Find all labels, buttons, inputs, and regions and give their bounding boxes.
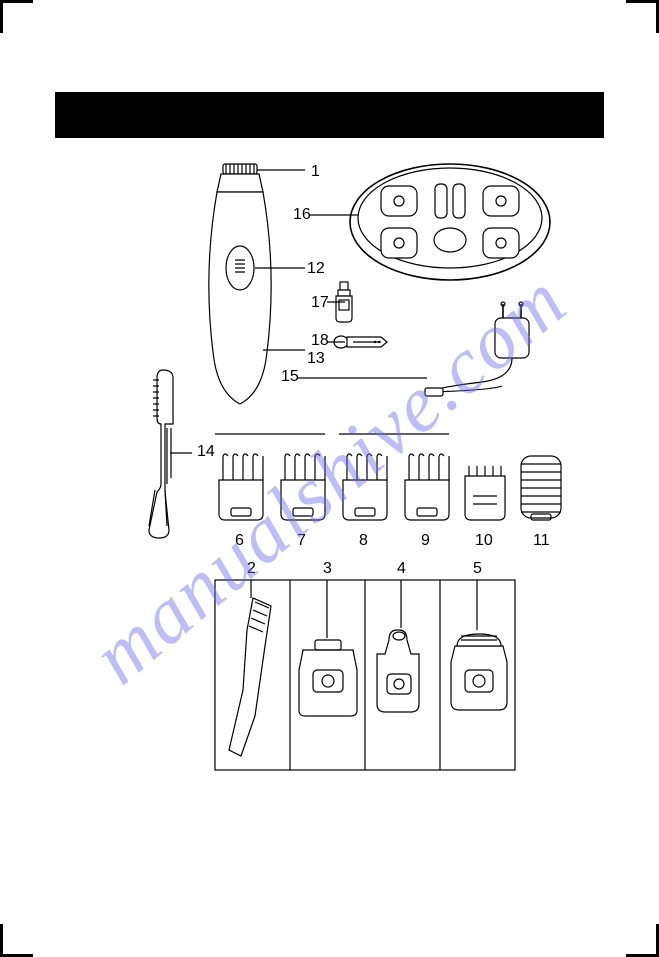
head-panel-icon <box>215 580 515 770</box>
label-3: 3 <box>323 560 332 578</box>
label-7: 7 <box>297 532 306 550</box>
label-6: 6 <box>235 532 244 550</box>
label-8: 8 <box>359 532 368 550</box>
label-11: 11 <box>533 532 550 550</box>
trimmer-body-icon <box>195 160 285 420</box>
adapter-icon <box>425 300 565 400</box>
crop-mark-tr <box>626 0 659 33</box>
leader-14 <box>170 448 200 458</box>
misc-leaders <box>297 160 427 390</box>
label-4: 4 <box>397 560 406 578</box>
label-9: 9 <box>421 532 430 550</box>
crop-mark-bl <box>0 924 33 957</box>
label-2: 2 <box>247 560 256 578</box>
crop-mark-br <box>626 924 659 957</box>
guide-combs-icon <box>215 450 575 530</box>
page: 1 16 12 17 18 13 15 14 6 7 8 9 10 11 2 3… <box>55 40 604 917</box>
label-10: 10 <box>475 532 493 550</box>
title-bar <box>55 92 604 138</box>
label-14: 14 <box>197 443 215 461</box>
label-5: 5 <box>473 560 482 578</box>
parts-diagram: 1 16 12 17 18 13 15 14 6 7 8 9 10 11 2 3… <box>115 160 575 800</box>
crop-mark-tl <box>0 0 33 33</box>
